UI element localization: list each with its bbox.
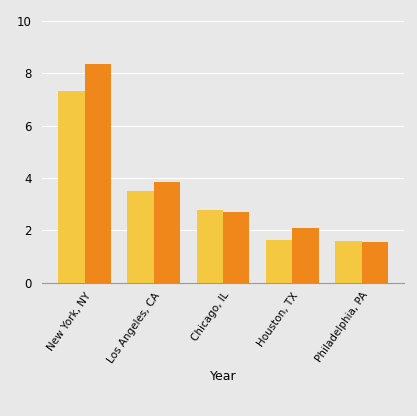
Bar bbox=[223, 213, 249, 283]
Bar bbox=[362, 242, 388, 283]
Bar bbox=[335, 241, 362, 283]
Bar bbox=[292, 228, 319, 283]
Bar bbox=[128, 191, 154, 283]
Bar bbox=[266, 240, 292, 283]
Bar bbox=[58, 91, 85, 283]
Bar bbox=[154, 182, 180, 283]
Bar bbox=[85, 64, 111, 283]
Bar bbox=[197, 210, 223, 283]
X-axis label: Year: Year bbox=[210, 370, 236, 383]
